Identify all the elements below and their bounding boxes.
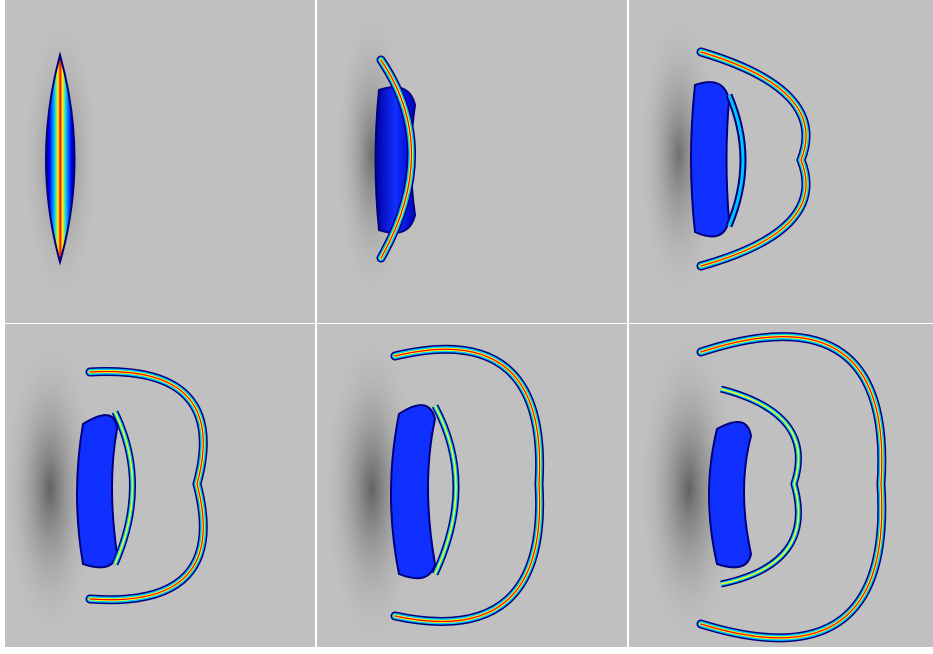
blue-blob <box>76 414 119 569</box>
panel-1-image <box>21 10 101 310</box>
panel-1 <box>5 0 315 323</box>
panel-4 <box>5 324 315 647</box>
panel-6 <box>629 324 933 647</box>
blue-blob <box>708 421 753 569</box>
panel-6-image <box>637 329 887 647</box>
panel-5 <box>317 324 627 647</box>
blue-blob <box>390 404 437 580</box>
panel-3-image <box>637 5 811 305</box>
panel-2 <box>317 0 627 323</box>
blue-blob <box>690 81 731 238</box>
panel-5-image <box>322 329 545 647</box>
shadow-region <box>637 329 741 647</box>
panel-4-image <box>5 334 208 644</box>
lens-shape <box>45 51 76 266</box>
panel-3 <box>629 0 933 323</box>
panel-2-image <box>334 5 417 305</box>
shadow-region <box>5 334 98 644</box>
